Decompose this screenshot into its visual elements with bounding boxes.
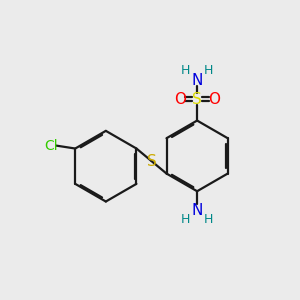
Text: H: H (204, 213, 213, 226)
Text: S: S (147, 154, 156, 169)
Text: N: N (191, 203, 203, 218)
Text: O: O (208, 92, 220, 107)
Text: N: N (191, 73, 203, 88)
Text: O: O (174, 92, 186, 107)
Text: H: H (181, 213, 190, 226)
Text: S: S (192, 92, 202, 107)
Text: Cl: Cl (44, 139, 58, 153)
Text: H: H (181, 64, 190, 77)
Text: H: H (204, 64, 213, 77)
